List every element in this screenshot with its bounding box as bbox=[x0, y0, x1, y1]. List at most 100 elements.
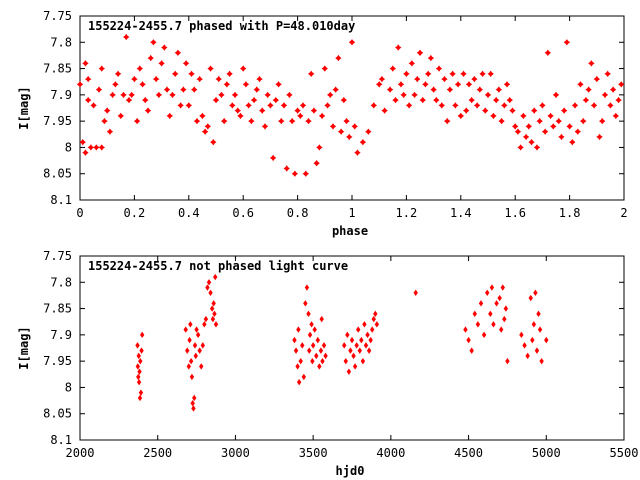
data-point bbox=[506, 96, 513, 104]
data-point bbox=[196, 75, 203, 83]
data-point bbox=[571, 102, 579, 109]
data-point bbox=[534, 347, 540, 354]
data-point bbox=[604, 70, 611, 77]
data-point bbox=[425, 70, 432, 77]
x-tick-label: 1.4 bbox=[450, 206, 472, 220]
data-point bbox=[307, 347, 312, 354]
data-point bbox=[544, 336, 549, 344]
data-point bbox=[346, 133, 353, 141]
x-tick-label: 2 bbox=[620, 206, 627, 220]
data-point bbox=[191, 405, 196, 412]
data-point bbox=[221, 117, 228, 125]
data-point bbox=[309, 321, 314, 328]
data-point bbox=[193, 352, 198, 360]
data-point bbox=[180, 86, 187, 93]
y-tick-label: 8.1 bbox=[50, 193, 72, 207]
y-tick-label: 7.95 bbox=[43, 354, 72, 368]
data-point bbox=[215, 75, 222, 83]
data-point bbox=[303, 300, 308, 307]
data-point bbox=[308, 70, 315, 77]
data-point bbox=[452, 102, 459, 109]
data-point bbox=[386, 86, 394, 93]
data-point bbox=[342, 342, 347, 349]
data-point bbox=[332, 86, 339, 93]
data-point bbox=[400, 91, 407, 99]
data-point bbox=[185, 102, 192, 109]
data-point bbox=[264, 91, 271, 99]
data-point bbox=[297, 112, 304, 120]
data-point bbox=[413, 289, 418, 296]
data-point bbox=[574, 128, 581, 135]
data-point bbox=[352, 363, 358, 370]
data-point bbox=[275, 81, 282, 88]
data-point bbox=[414, 75, 421, 83]
data-point bbox=[371, 315, 376, 323]
data-point bbox=[245, 102, 252, 109]
data-point bbox=[618, 81, 625, 88]
data-point bbox=[242, 81, 250, 88]
data-point bbox=[397, 81, 405, 88]
data-point bbox=[193, 117, 201, 125]
data-point bbox=[153, 75, 160, 83]
data-point bbox=[256, 75, 263, 83]
x-tick-label: 1.8 bbox=[559, 206, 581, 220]
data-point bbox=[463, 326, 468, 333]
data-point bbox=[112, 81, 119, 88]
data-point bbox=[463, 107, 470, 114]
data-point bbox=[321, 65, 328, 72]
data-point bbox=[444, 117, 451, 125]
data-point bbox=[294, 107, 301, 114]
data-point bbox=[612, 112, 619, 120]
data-point bbox=[293, 347, 299, 354]
data-point bbox=[359, 139, 367, 146]
data-point bbox=[501, 102, 508, 109]
data-point bbox=[240, 65, 247, 72]
x-tick-label: 1.6 bbox=[504, 206, 526, 220]
data-point bbox=[202, 321, 207, 328]
data-point bbox=[188, 70, 195, 77]
data-point bbox=[476, 86, 483, 93]
y-tick-label: 8.05 bbox=[43, 167, 72, 181]
data-point bbox=[471, 75, 478, 83]
data-point bbox=[577, 81, 584, 88]
data-point bbox=[210, 139, 217, 146]
data-point bbox=[310, 107, 318, 114]
x-tick-label: 1 bbox=[348, 206, 355, 220]
data-point bbox=[192, 394, 197, 402]
unphased-light-curve-panel: 155224-2455.7 not phased light curve hjd… bbox=[17, 249, 638, 478]
data-point bbox=[321, 342, 327, 349]
chart-title: 155224-2455.7 not phased light curve bbox=[88, 259, 348, 273]
data-point bbox=[435, 65, 443, 72]
data-point bbox=[155, 91, 163, 99]
data-point bbox=[137, 368, 142, 375]
data-point bbox=[212, 310, 217, 318]
data-point bbox=[356, 326, 361, 333]
chart-title: 155224-2455.7 phased with P=48.010day bbox=[88, 19, 355, 33]
y-axis-label: I[mag] bbox=[17, 326, 31, 369]
data-point bbox=[533, 289, 538, 296]
data-point bbox=[351, 352, 356, 360]
data-point bbox=[147, 54, 154, 62]
data-point bbox=[403, 70, 410, 77]
x-tick-label: 2000 bbox=[66, 446, 95, 460]
data-point bbox=[306, 310, 311, 318]
data-point bbox=[98, 65, 105, 72]
data-point bbox=[286, 91, 293, 99]
data-point bbox=[208, 289, 213, 296]
data-point bbox=[536, 310, 541, 318]
x-tick-label: 1.2 bbox=[396, 206, 418, 220]
data-point bbox=[503, 305, 509, 312]
data-point bbox=[209, 305, 215, 312]
data-point bbox=[136, 378, 142, 386]
data-point bbox=[528, 139, 535, 146]
y-tick-label: 7.75 bbox=[43, 9, 72, 23]
x-tick-label: 5500 bbox=[610, 446, 639, 460]
x-tick-label: 0.8 bbox=[287, 206, 309, 220]
data-point bbox=[312, 326, 317, 333]
data-point bbox=[300, 342, 305, 349]
data-point bbox=[555, 117, 562, 125]
data-point bbox=[422, 81, 429, 88]
data-point bbox=[283, 165, 290, 172]
data-point bbox=[161, 44, 168, 51]
